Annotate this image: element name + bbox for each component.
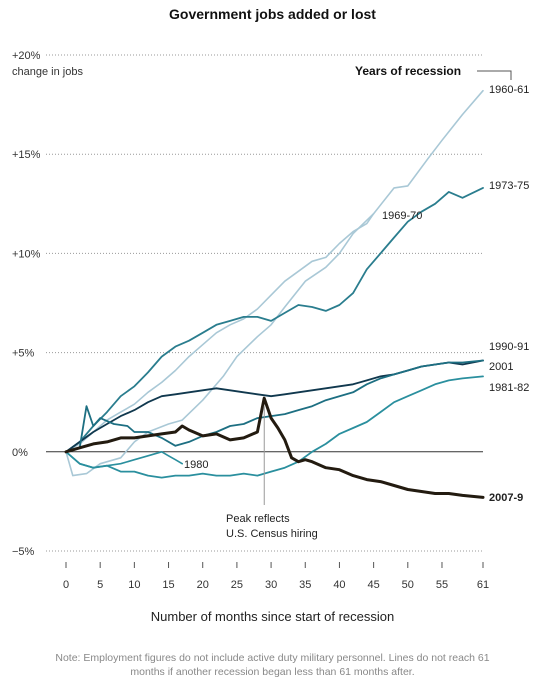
y-tick-label: −5% [12,546,35,558]
x-tick-label: 15 [162,579,174,591]
series-lines [64,89,485,499]
chart-title: Government jobs added or lost [169,6,376,22]
series-line-1980 [65,451,183,469]
y-tick-label: 0% [12,447,28,459]
series-label: 1990-91 [489,341,529,353]
y-tick-labels: +20% +15% +10% +5% 0% −5% [12,50,41,558]
series-line-2007-9 [64,396,485,499]
y-tick-label: +20% [12,50,41,62]
series-line-1960-61 [65,89,484,477]
series-labels: 1960-61 1969-70 1973-75 1990-91 2001 1981-82 1… [184,84,529,504]
annotation-text: Peak reflects [226,513,290,525]
x-tick-label: 35 [299,579,311,591]
series-label: 1980 [184,459,208,471]
series-label: 1981-82 [489,382,529,394]
x-tick-label: 0 [63,579,69,591]
footnote: Note: Employment figures do not include … [55,652,490,678]
series-line-1973-75 [65,187,484,453]
series-label: 2001 [489,361,513,373]
legend-connector [477,70,512,80]
legend-connector-line [477,70,512,80]
x-tick-label: 5 [97,579,103,591]
x-tick-label: 45 [367,579,379,591]
series-label: 1973-75 [489,180,529,192]
x-tick-label: 30 [265,579,277,591]
x-tick-label: 20 [197,579,209,591]
x-tick-label: 40 [333,579,345,591]
x-axis: 0 5 10 15 20 25 30 35 40 45 50 55 61 [63,562,489,591]
y-axis-label: change in jobs [12,66,83,78]
y-tick-label: +10% [12,248,41,260]
x-tick-label: 50 [402,579,414,591]
annotation: Peak reflects U.S. Census hiring [226,406,318,540]
x-tick-label: 25 [231,579,243,591]
series-line-2001 [65,359,484,453]
y-tick-label: +15% [12,149,41,161]
x-tick-label: 55 [436,579,448,591]
legend-title: Years of recession [355,64,462,78]
x-tick-label: 10 [128,579,140,591]
series-line-1981-82 [65,375,484,479]
y-tick-label: +5% [12,348,35,360]
x-axis-label: Number of months since start of recessio… [150,609,395,624]
series-label: 2007-9 [489,492,523,504]
series-line-1969-70 [65,212,375,453]
annotation-text: U.S. Census hiring [226,528,318,540]
series-label: 1969-70 [382,210,422,222]
series-label: 1960-61 [489,84,529,96]
x-tick-label: 61 [477,579,489,591]
